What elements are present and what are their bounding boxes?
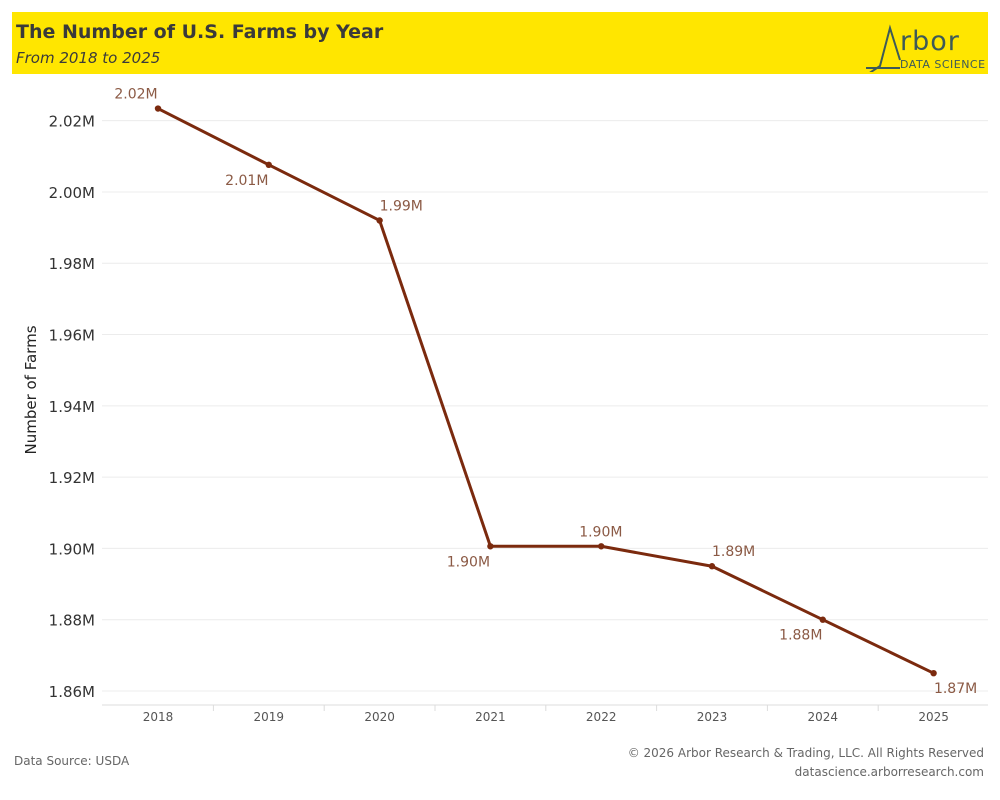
y-tick-label: 2.00M xyxy=(49,184,95,202)
logo-subtitle: DATA SCIENCE xyxy=(900,58,986,71)
data-label: 1.87M xyxy=(934,681,977,697)
y-tick-label: 1.96M xyxy=(49,327,95,345)
data-label: 1.89M xyxy=(712,544,755,560)
x-tick-label: 2018 xyxy=(143,710,174,724)
data-point xyxy=(154,105,162,112)
y-tick-label: 2.02M xyxy=(49,113,95,131)
header-banner: The Number of U.S. Farms by Year From 20… xyxy=(12,12,988,74)
data-label: 1.88M xyxy=(779,628,822,644)
x-tick-label: 2021 xyxy=(475,710,506,724)
data-label: 2.02M xyxy=(114,87,157,103)
x-tick-label: 2019 xyxy=(254,710,285,724)
data-point xyxy=(487,543,494,550)
copyright-text: © 2026 Arbor Research & Trading, LLC. Al… xyxy=(627,746,984,760)
data-label: 2.01M xyxy=(225,173,268,189)
logo-wordmark: rbor xyxy=(900,26,960,57)
data-point xyxy=(376,217,383,224)
arbor-logo: rbor DATA SCIENCE xyxy=(852,16,986,72)
y-tick-label: 1.94M xyxy=(49,398,95,416)
x-tick-label: 2025 xyxy=(918,710,949,724)
data-point xyxy=(930,669,937,677)
x-tick-label: 2023 xyxy=(697,710,728,724)
arbor-logo-icon xyxy=(866,24,901,72)
data-point xyxy=(819,616,826,623)
data-point xyxy=(708,563,716,570)
data-label: 1.90M xyxy=(579,524,622,540)
x-tick-label: 2024 xyxy=(808,710,839,724)
chart-subtitle: From 2018 to 2025 xyxy=(16,49,161,67)
y-tick-label: 1.88M xyxy=(49,612,95,630)
y-axis-title: Number of Farms xyxy=(22,325,40,454)
website-text: datascience.arborresearch.com xyxy=(794,765,984,779)
data-point xyxy=(265,161,272,169)
y-tick-label: 1.98M xyxy=(49,255,95,273)
chart-title: The Number of U.S. Farms by Year xyxy=(16,21,384,43)
data-label: 1.99M xyxy=(380,198,423,214)
y-tick-label: 1.90M xyxy=(49,540,95,558)
y-tick-label: 1.92M xyxy=(49,469,95,487)
x-tick-label: 2020 xyxy=(364,710,395,724)
data-source: Data Source: USDA xyxy=(14,754,130,768)
y-tick-label: 1.86M xyxy=(49,683,95,701)
series-line xyxy=(157,107,935,675)
data-point xyxy=(598,543,605,550)
data-label: 1.90M xyxy=(447,554,490,570)
footer-credits: © 2026 Arbor Research & Trading, LLC. Al… xyxy=(628,744,984,782)
x-tick-label: 2022 xyxy=(586,710,617,724)
